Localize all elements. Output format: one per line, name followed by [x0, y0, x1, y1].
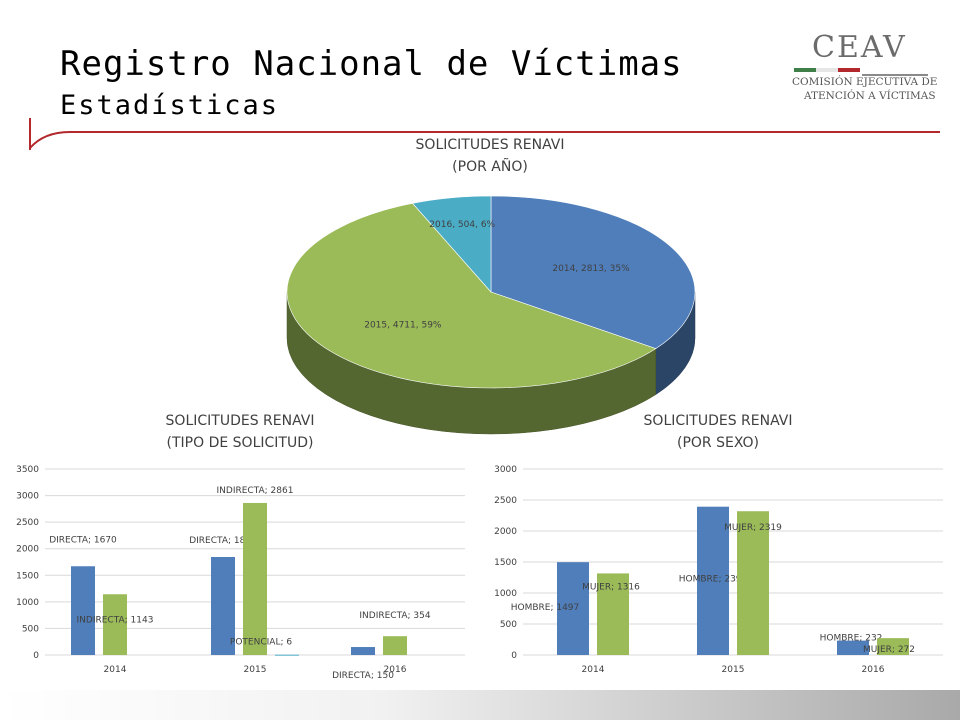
bar-directa-2016	[351, 647, 375, 655]
data-label-hombre-2016: HOMBRE; 232	[820, 634, 883, 644]
data-label-mujer-2016: MUJER; 272	[863, 645, 915, 655]
bar-mujer-2016	[877, 638, 909, 655]
page-subtitle: Estadísticas	[60, 90, 280, 121]
x-tick-label: 2016	[862, 665, 885, 675]
pie-data-label-2015: 2015, 4711, 59%	[364, 321, 442, 331]
type-bar-chart: 0 500 1000 1500 2000 2500 3000 3500 DIRECTA; 167…	[16, 465, 465, 681]
data-label-directa-2016: DIRECTA; 150	[332, 671, 394, 681]
pie-chart-title: SOLICITUDES RENAVI (POR AÑO)	[390, 134, 590, 178]
data-label-directa-2014: DIRECTA; 1670	[49, 535, 117, 545]
data-label-indirecta-2016: INDIRECTA; 354	[359, 611, 430, 621]
y-tick-label: 0	[33, 651, 39, 661]
data-label-hombre-2015: HOMBRE; 2392	[679, 575, 748, 585]
logo-flag-white	[816, 68, 838, 72]
bar-indirecta-2014	[103, 594, 127, 655]
sex-bar-chart: 0 500 1000 1500 2000 2500 3000 HOMBRE; 1497 MUJE…	[494, 465, 943, 675]
y-tick-label: 3000	[16, 492, 39, 502]
ceav-logo: CEAV COMISIÓN EJECUTIVA DE ATENCIÓN A VÍ…	[782, 30, 942, 102]
bar-indirecta-2015	[243, 502, 267, 655]
logo-flag-green	[794, 68, 816, 72]
data-label-mujer-2015: MUJER; 2319	[724, 523, 782, 533]
sex-title-line1: SOLICITUDES RENAVI	[643, 413, 793, 429]
data-label-indirecta-2014: INDIRECTA; 1143	[77, 615, 154, 625]
y-tick-label: 3500	[16, 465, 39, 475]
bar-directa-2014	[71, 566, 95, 655]
header-divider-curve	[29, 118, 940, 150]
data-label-potencial-2015: POTENCIAL; 6	[230, 638, 292, 648]
data-label-indirecta-2015: INDIRECTA; 2861	[217, 486, 294, 496]
y-tick-label: 1000	[16, 598, 39, 608]
sex-chart-title: SOLICITUDES RENAVI (POR SEXO)	[618, 410, 818, 454]
x-tick-label: 2014	[104, 665, 127, 675]
bar-potencial-2015	[275, 654, 299, 656]
pie-slice-2016	[412, 195, 492, 293]
header-divider	[29, 118, 940, 150]
data-label-mujer-2014: MUJER; 1316	[582, 582, 640, 592]
type-chart-title: SOLICITUDES RENAVI (TIPO DE SOLICITUD)	[140, 410, 340, 454]
y-tick-label: 2500	[494, 496, 517, 506]
y-tick-label: 500	[500, 620, 517, 630]
pie-slice-2015	[286, 203, 657, 389]
y-tick-label: 1500	[16, 571, 39, 581]
y-tick-label: 500	[22, 624, 39, 634]
logo-word: CEAV	[812, 30, 907, 65]
bar-hombre-2014	[557, 562, 589, 655]
pie-data-label-2014: 2014, 2813, 35%	[552, 264, 630, 274]
x-tick-label: 2015	[722, 665, 745, 675]
type-title-line2: (TIPO DE SOLICITUD)	[166, 435, 314, 451]
footer-band	[0, 690, 960, 720]
bar-indirecta-2016	[383, 636, 407, 655]
y-tick-label: 1500	[494, 558, 517, 568]
pie-slice-2014	[490, 195, 696, 349]
y-tick-label: 2000	[16, 545, 39, 555]
sex-title-line2: (POR SEXO)	[676, 435, 759, 451]
page-title: Registro Nacional de Víctimas	[60, 44, 683, 84]
x-tick-label: 2016	[384, 665, 407, 675]
bar-mujer-2014	[597, 573, 629, 655]
bar-hombre-2016	[837, 640, 869, 655]
bar-hombre-2015	[697, 506, 729, 655]
y-tick-label: 2500	[16, 518, 39, 528]
logo-line-1: COMISIÓN EJECUTIVA DE	[792, 76, 938, 88]
y-tick-label: 3000	[494, 465, 517, 475]
bar-directa-2015	[211, 557, 235, 655]
data-label-directa-2015: DIRECTA; 1844	[189, 536, 257, 546]
x-tick-label: 2015	[244, 665, 267, 675]
data-label-hombre-2014: HOMBRE; 1497	[511, 603, 580, 613]
pie-data-label-2016: 2016, 504, 6%	[429, 220, 495, 230]
y-tick-label: 1000	[494, 589, 517, 599]
logo-rule	[862, 74, 928, 76]
y-tick-label: 2000	[494, 527, 517, 537]
y-tick-label: 0	[511, 651, 517, 661]
logo-flag-red	[838, 68, 860, 72]
type-title-line1: SOLICITUDES RENAVI	[165, 413, 315, 429]
x-tick-label: 2014	[582, 665, 605, 675]
pie-title-line1: SOLICITUDES RENAVI	[415, 137, 565, 153]
bar-mujer-2015	[737, 511, 769, 655]
logo-line-2: ATENCIÓN A VÍCTIMAS	[804, 90, 936, 102]
pie-title-line2: (POR AÑO)	[452, 159, 528, 175]
